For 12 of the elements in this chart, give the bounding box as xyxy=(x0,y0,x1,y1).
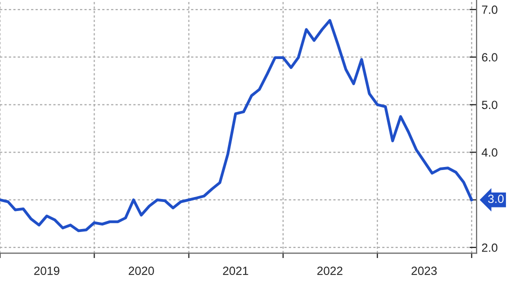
y-tick-label: 2.0 xyxy=(482,243,498,252)
y-tick-label: 4.0 xyxy=(482,148,498,157)
x-tick-label: 2019 xyxy=(34,266,60,276)
x-tick-label: 2022 xyxy=(317,266,342,276)
x-tick-label: 2021 xyxy=(223,266,248,276)
data-label: 3.0 xyxy=(488,194,504,204)
y-tick-label: 5.0 xyxy=(482,100,498,110)
x-tick-label: 2023 xyxy=(412,266,437,276)
y-tick-label: 7.0 xyxy=(482,6,498,14)
x-tick-label: 2020 xyxy=(128,266,154,276)
y-tick-label: 6.0 xyxy=(482,53,498,62)
line-series xyxy=(0,19,474,232)
